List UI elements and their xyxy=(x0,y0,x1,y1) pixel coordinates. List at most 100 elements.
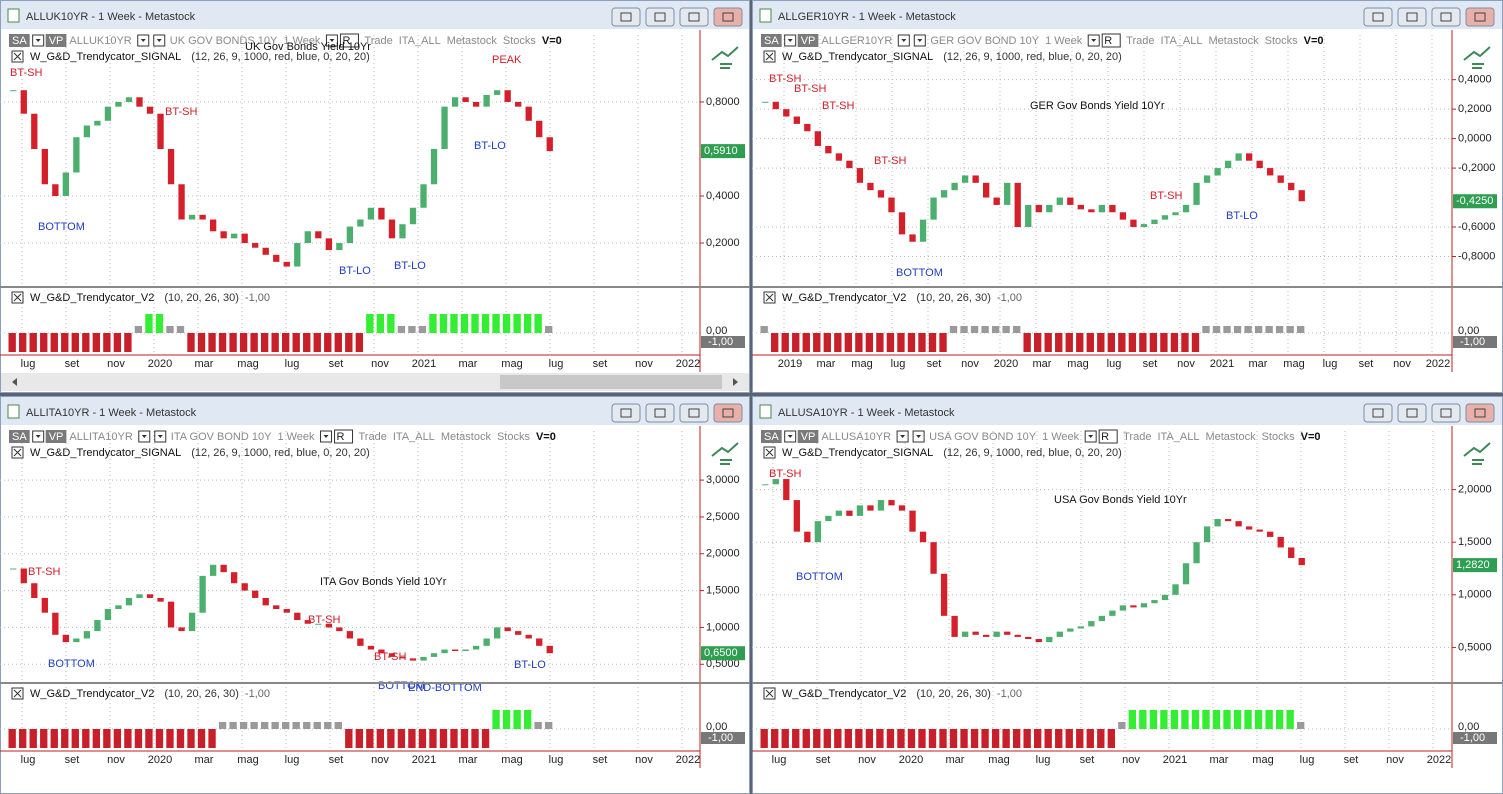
toolbar-text[interactable]: ALLGER10YR xyxy=(821,35,892,47)
y-tick-label: 2,0000 xyxy=(1458,483,1492,495)
toolbar-text[interactable]: UK GOV BONDS 10Y xyxy=(170,35,278,47)
toolbar-box[interactable] xyxy=(761,430,782,443)
toolbar-text[interactable]: ITA GOV BOND 10Y xyxy=(171,431,272,443)
toolbar-text[interactable]: Trade xyxy=(1126,35,1154,47)
indicator-name: W_G&D_Trendycator_V2 xyxy=(30,292,154,304)
toolbar-box-text[interactable]: VP xyxy=(49,431,64,443)
maximize-button[interactable] xyxy=(1431,403,1461,423)
close-button[interactable] xyxy=(713,403,743,423)
toolbar-text[interactable]: USA GOV BOND 10Y xyxy=(929,431,1037,443)
maximize-button[interactable] xyxy=(679,7,709,27)
signal-bar xyxy=(260,722,269,729)
x-tick-label: set xyxy=(927,358,942,370)
toolbar-text[interactable]: R xyxy=(1104,35,1112,47)
toolbar-text[interactable]: 1 Week xyxy=(1045,35,1083,47)
candle xyxy=(294,612,301,621)
toolbar-text[interactable]: Metastock xyxy=(441,431,492,443)
toolbar-text[interactable]: ITA_ALL xyxy=(1161,35,1203,47)
candle xyxy=(1151,219,1158,225)
toolbar-box[interactable] xyxy=(9,430,30,443)
toolbar-text[interactable]: Stocks xyxy=(497,431,531,443)
toolbar-text[interactable]: Trade xyxy=(358,431,386,443)
signal-bar xyxy=(40,729,48,748)
toolbar-text[interactable]: Metastock xyxy=(1205,431,1256,443)
signal-bar xyxy=(208,333,216,352)
scroll-left[interactable] xyxy=(12,378,17,386)
toolbar-box-text[interactable]: VP xyxy=(801,431,816,443)
toolbar-box[interactable] xyxy=(797,34,819,47)
toolbar-box[interactable] xyxy=(45,34,67,47)
maximize-button[interactable] xyxy=(679,403,709,423)
candle xyxy=(877,500,885,511)
toolbar-box[interactable] xyxy=(9,34,30,47)
close-button[interactable] xyxy=(713,7,743,27)
toolbar-box[interactable] xyxy=(797,430,819,443)
toolbar-text[interactable]: Stocks xyxy=(1262,431,1296,443)
toolbar-box-text[interactable]: SA xyxy=(12,431,27,443)
chart-annotation: BOTTOM xyxy=(48,658,95,670)
signal-bar xyxy=(865,333,874,352)
candle xyxy=(940,190,948,198)
maximize-button[interactable] xyxy=(1431,7,1461,27)
toolbar-r-box[interactable] xyxy=(334,429,354,444)
candle xyxy=(1267,531,1274,537)
toolbar-text[interactable]: ITA_ALL xyxy=(1157,431,1199,443)
toolbar-text[interactable]: ALLUSA10YR xyxy=(821,431,891,443)
minimize-button[interactable] xyxy=(645,403,675,423)
toolbar-text[interactable]: R xyxy=(1101,431,1109,443)
toolbar-r-box[interactable] xyxy=(339,33,359,48)
minimize-button[interactable] xyxy=(1397,7,1427,27)
toolbar-text[interactable]: V=0 xyxy=(542,35,562,47)
close-button[interactable] xyxy=(1465,403,1495,423)
toolbar-text[interactable]: 1 Week xyxy=(283,35,321,47)
toolbar-text[interactable]: Trade xyxy=(1123,431,1151,443)
minimize-button[interactable] xyxy=(645,7,675,27)
close-button[interactable] xyxy=(1465,7,1495,27)
toolbar-box-text[interactable]: VP xyxy=(49,35,64,47)
toolbar-text[interactable]: R xyxy=(342,35,350,47)
toolbar-r-box[interactable] xyxy=(1098,429,1118,444)
toolbar-box-text[interactable]: SA xyxy=(764,35,779,47)
toolbar-text[interactable]: ITA_ALL xyxy=(393,431,435,443)
scroll-thumb[interactable] xyxy=(500,375,722,389)
candle xyxy=(346,226,354,244)
toolbar-r-box[interactable] xyxy=(1101,33,1121,48)
toolbar-text[interactable]: V=0 xyxy=(536,431,556,443)
toolbar-text[interactable]: 1 Week xyxy=(277,431,315,443)
toolbar-button[interactable] xyxy=(611,7,641,27)
toolbar-text[interactable]: Trade xyxy=(364,35,392,47)
minimize-button[interactable] xyxy=(1397,403,1427,423)
toolbar-button[interactable] xyxy=(611,403,641,423)
toolbar-text[interactable]: ALLUK10YR xyxy=(69,35,131,47)
toolbar-box-text[interactable]: VP xyxy=(801,35,816,47)
toolbar-text[interactable]: ALLITA10YR xyxy=(69,431,132,443)
toolbar-box-text[interactable]: SA xyxy=(764,431,779,443)
toolbar-button[interactable] xyxy=(1363,7,1393,27)
toolbar-text[interactable]: Stocks xyxy=(503,35,537,47)
toolbar-button[interactable] xyxy=(1363,403,1393,423)
toolbar-text[interactable]: Metastock xyxy=(447,35,498,47)
toolbar-text[interactable]: V=0 xyxy=(1304,35,1324,47)
toolbar-text[interactable]: V=0 xyxy=(1301,431,1321,443)
toolbar-text[interactable]: Stocks xyxy=(1265,35,1299,47)
toolbar-text[interactable]: R xyxy=(337,431,345,443)
signal-bar xyxy=(897,333,905,352)
toolbar-text[interactable]: 1 Week xyxy=(1042,431,1080,443)
toolbar-box[interactable] xyxy=(45,430,67,443)
signal-bar xyxy=(334,333,342,352)
scroll-right[interactable] xyxy=(733,378,738,386)
candle xyxy=(525,106,532,121)
signal-bar xyxy=(1118,722,1126,729)
candle xyxy=(951,182,958,191)
toolbar-text[interactable]: GER GOV BOND 10Y xyxy=(930,35,1039,47)
signal-value-label: -1,00 xyxy=(708,732,733,744)
chart-canvas: ALLUK10YR - 1 Week - Metastock lug set nov 2… xyxy=(0,0,750,393)
toolbar-box[interactable] xyxy=(761,34,782,47)
toolbar-text[interactable]: ITA_ALL xyxy=(399,35,441,47)
toolbar-text[interactable]: Metastock xyxy=(1209,35,1260,47)
chart-annotation: BOTTOM xyxy=(38,221,85,233)
signal-bar xyxy=(366,729,374,748)
candle xyxy=(157,597,164,602)
toolbar-box-text[interactable]: SA xyxy=(12,35,27,47)
candle xyxy=(783,109,790,117)
